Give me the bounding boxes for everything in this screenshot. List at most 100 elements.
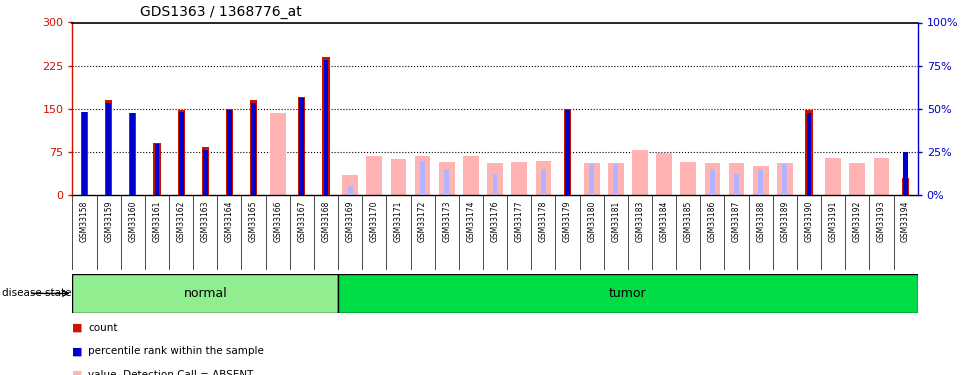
Bar — [155, 144, 159, 195]
Text: GSM33170: GSM33170 — [370, 201, 379, 243]
Bar — [613, 164, 618, 195]
Text: GSM33172: GSM33172 — [418, 201, 427, 242]
Bar — [203, 150, 208, 195]
Bar — [202, 147, 209, 195]
Text: GSM33181: GSM33181 — [611, 201, 620, 242]
Bar — [82, 112, 87, 195]
Bar — [782, 164, 787, 195]
Text: GSM33163: GSM33163 — [201, 201, 210, 243]
Bar — [338, 274, 918, 313]
Bar — [565, 111, 570, 195]
Bar — [487, 164, 503, 195]
Bar — [439, 162, 455, 195]
Text: count: count — [88, 323, 118, 333]
Bar — [656, 153, 672, 195]
Bar — [298, 97, 305, 195]
Bar — [873, 158, 890, 195]
Bar — [680, 162, 696, 195]
Text: percentile rank within the sample: percentile rank within the sample — [88, 346, 264, 356]
Text: ■: ■ — [72, 370, 83, 375]
Text: GSM33176: GSM33176 — [491, 201, 499, 243]
Text: GDS1363 / 1368776_at: GDS1363 / 1368776_at — [140, 5, 301, 19]
Bar — [589, 164, 594, 195]
Bar — [251, 103, 256, 195]
Text: GSM33174: GSM33174 — [467, 201, 475, 243]
Text: GSM33164: GSM33164 — [225, 201, 234, 243]
Bar — [541, 169, 546, 195]
Bar — [129, 113, 136, 195]
Text: GSM33173: GSM33173 — [442, 201, 451, 243]
Bar — [178, 110, 185, 195]
Bar — [72, 274, 338, 313]
Bar — [632, 150, 648, 195]
Text: GSM33184: GSM33184 — [660, 201, 668, 242]
Text: GSM33178: GSM33178 — [539, 201, 548, 242]
Bar — [463, 156, 479, 195]
Text: ■: ■ — [72, 346, 83, 356]
Text: GSM33179: GSM33179 — [563, 201, 572, 243]
Text: GSM33166: GSM33166 — [273, 201, 282, 243]
Bar — [226, 109, 233, 195]
Bar — [81, 112, 88, 195]
Text: GSM33167: GSM33167 — [298, 201, 306, 243]
Text: value, Detection Call = ABSENT: value, Detection Call = ABSENT — [88, 370, 253, 375]
Bar — [728, 164, 745, 195]
Bar — [583, 164, 600, 195]
Bar — [420, 160, 425, 195]
Bar — [179, 112, 184, 195]
Bar — [753, 166, 769, 195]
Bar — [902, 178, 909, 195]
Bar — [535, 160, 552, 195]
Bar — [777, 164, 793, 195]
Bar — [106, 103, 111, 195]
Text: GSM33194: GSM33194 — [901, 201, 910, 243]
Bar — [130, 113, 135, 195]
Text: GSM33191: GSM33191 — [829, 201, 838, 242]
Text: GSM33187: GSM33187 — [732, 201, 741, 242]
Text: GSM33189: GSM33189 — [781, 201, 789, 242]
Text: tumor: tumor — [610, 287, 646, 300]
Bar — [758, 169, 763, 195]
Text: GSM33180: GSM33180 — [587, 201, 596, 242]
Bar — [348, 186, 353, 195]
Bar — [511, 162, 527, 195]
Text: GSM33171: GSM33171 — [394, 201, 403, 242]
Bar — [250, 100, 257, 195]
Bar — [564, 109, 571, 195]
Text: GSM33160: GSM33160 — [128, 201, 137, 243]
Bar — [849, 164, 866, 195]
Text: GSM33158: GSM33158 — [80, 201, 89, 242]
Bar — [227, 110, 232, 195]
Text: GSM33188: GSM33188 — [756, 201, 765, 242]
Bar — [903, 152, 908, 195]
Text: GSM33177: GSM33177 — [515, 201, 524, 243]
Bar — [154, 143, 160, 195]
Bar — [825, 158, 841, 195]
Text: GSM33192: GSM33192 — [853, 201, 862, 242]
Text: ■: ■ — [72, 323, 83, 333]
Text: disease state: disease state — [2, 288, 71, 298]
Bar — [493, 174, 497, 195]
Bar — [710, 169, 715, 195]
Bar — [324, 60, 328, 195]
Text: GSM33169: GSM33169 — [346, 201, 355, 243]
Bar — [806, 110, 812, 195]
Text: GSM33159: GSM33159 — [104, 201, 113, 243]
Bar — [390, 159, 407, 195]
Text: GSM33168: GSM33168 — [322, 201, 330, 242]
Bar — [704, 164, 721, 195]
Text: GSM33165: GSM33165 — [249, 201, 258, 243]
Bar — [807, 113, 811, 195]
Bar — [366, 156, 383, 195]
Bar — [299, 98, 304, 195]
Bar — [444, 169, 449, 195]
Bar — [414, 156, 431, 195]
Bar — [342, 175, 358, 195]
Bar — [323, 57, 329, 195]
Bar — [608, 164, 624, 195]
Bar — [105, 100, 112, 195]
Text: GSM33161: GSM33161 — [153, 201, 161, 242]
Bar — [734, 174, 739, 195]
Text: GSM33186: GSM33186 — [708, 201, 717, 242]
Text: GSM33185: GSM33185 — [684, 201, 693, 242]
